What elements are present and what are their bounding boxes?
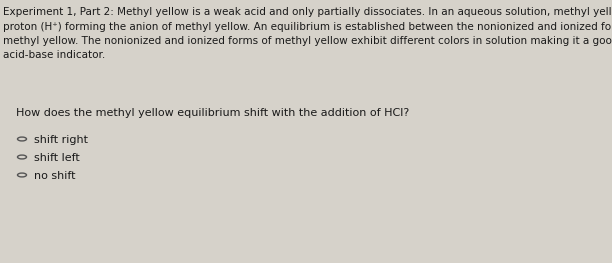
Text: shift left: shift left: [34, 153, 80, 163]
Text: shift right: shift right: [34, 135, 88, 145]
Text: methyl yellow. The nonionized and ionized forms of methyl yellow exhibit differe: methyl yellow. The nonionized and ionize…: [3, 36, 612, 46]
Text: no shift: no shift: [34, 171, 75, 181]
Text: How does the methyl yellow equilibrium shift with the addition of HCl?: How does the methyl yellow equilibrium s…: [16, 108, 409, 118]
Text: proton (H⁺) forming the anion of methyl yellow. An equilibrium is established be: proton (H⁺) forming the anion of methyl …: [3, 22, 612, 32]
Text: acid-base indicator.: acid-base indicator.: [3, 50, 105, 60]
Text: Experiment 1, Part 2: Methyl yellow is a weak acid and only partially dissociate: Experiment 1, Part 2: Methyl yellow is a…: [3, 7, 612, 17]
